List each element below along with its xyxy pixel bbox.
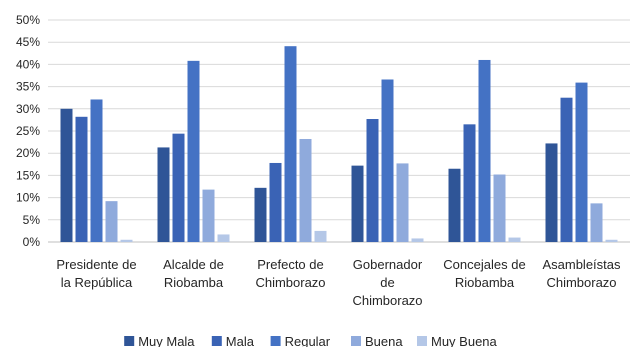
bar xyxy=(157,147,170,242)
bar xyxy=(448,168,461,242)
bar xyxy=(105,201,118,242)
bar xyxy=(254,187,267,242)
bar xyxy=(463,124,476,242)
bar xyxy=(269,162,282,242)
bar xyxy=(351,165,364,242)
bar xyxy=(172,133,185,242)
bar xyxy=(187,60,200,243)
y-tick-label: 35% xyxy=(16,80,40,94)
bar xyxy=(560,97,573,242)
bar xyxy=(590,203,603,242)
legend-swatch xyxy=(417,336,427,346)
bar xyxy=(478,59,491,243)
legend: Muy Mala Mala Regular Buena Muy Buena xyxy=(124,334,498,349)
x-tick-label: Gobernador de Chimborazo xyxy=(352,257,422,308)
x-tick-label: Prefecto de Chimborazo xyxy=(255,257,325,290)
legend-label: Muy Buena xyxy=(431,334,498,347)
bars xyxy=(60,46,618,243)
y-tick-label: 5% xyxy=(23,213,41,227)
bar xyxy=(284,46,297,242)
bar xyxy=(508,237,521,242)
bar xyxy=(75,116,88,242)
y-tick-label: 45% xyxy=(16,35,40,49)
legend-swatch xyxy=(351,336,361,346)
bar xyxy=(90,99,103,242)
legend-label: Mala xyxy=(226,334,255,347)
y-axis-ticks: 0% 5% 10% 15% 20% 25% 30% 35% 40% 45% 50% xyxy=(16,13,40,249)
bar xyxy=(575,82,588,242)
y-tick-label: 30% xyxy=(16,102,40,116)
y-tick-label: 10% xyxy=(16,191,40,205)
bar xyxy=(299,138,312,242)
y-tick-label: 0% xyxy=(23,235,41,249)
legend-label: Buena xyxy=(365,334,403,347)
legend-label: Muy Mala xyxy=(138,334,195,347)
bar xyxy=(605,239,618,242)
bar xyxy=(366,119,379,242)
x-tick-label: Alcalde de Riobamba xyxy=(163,257,224,290)
bar xyxy=(381,79,394,242)
bar xyxy=(202,189,215,242)
y-tick-label: 25% xyxy=(16,124,40,138)
x-tick-label: Presidente de la República xyxy=(56,257,136,290)
bar xyxy=(411,238,424,242)
x-tick-label: Asambleístas Chimborazo xyxy=(542,257,621,290)
bar xyxy=(493,174,506,242)
bar xyxy=(396,163,409,242)
bar xyxy=(314,230,327,242)
legend-swatch xyxy=(211,336,222,346)
bar xyxy=(217,234,230,242)
bar xyxy=(545,143,558,242)
y-tick-label: 50% xyxy=(16,13,40,27)
gridlines xyxy=(48,19,630,243)
legend-label: Regular xyxy=(285,334,331,347)
x-axis-ticks: Presidente de la República Alcalde de Rioba… xyxy=(56,257,621,308)
y-tick-label: 15% xyxy=(16,168,40,182)
bar xyxy=(120,239,133,242)
y-tick-label: 20% xyxy=(16,146,40,160)
y-tick-label: 40% xyxy=(16,57,40,71)
bar xyxy=(60,108,73,242)
legend-swatch xyxy=(270,336,281,346)
legend-swatch xyxy=(124,336,135,346)
x-tick-label: Concejales de Riobamba xyxy=(443,257,525,290)
